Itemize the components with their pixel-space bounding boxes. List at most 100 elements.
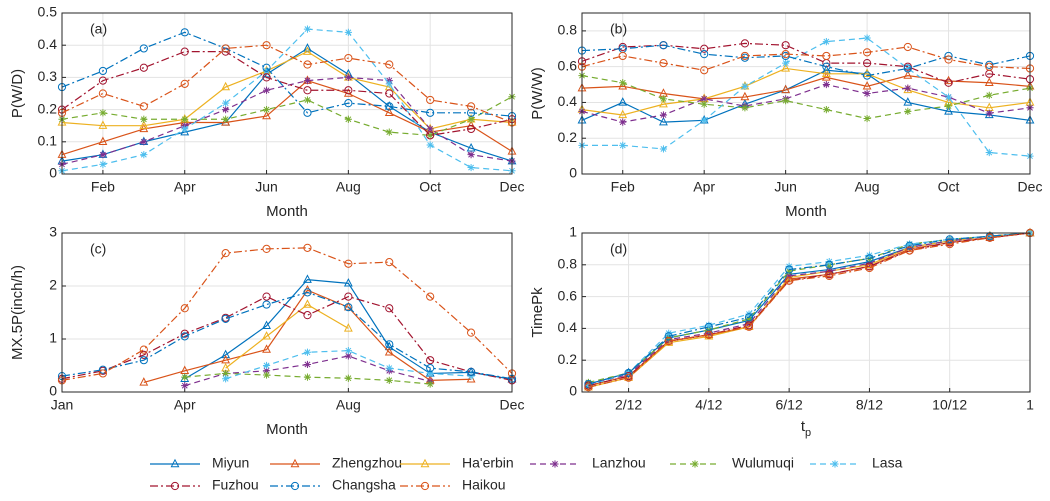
data-point: [98, 66, 108, 76]
data-point: [180, 332, 189, 341]
y-tick-label: 0: [569, 165, 577, 181]
panel-label: (c): [90, 241, 106, 257]
legend-label: Ha'erbin: [462, 455, 514, 471]
data-point: [262, 300, 271, 309]
data-point: [181, 373, 189, 381]
data-point: [385, 80, 393, 88]
data-point: [222, 375, 230, 383]
data-point: [426, 364, 435, 373]
data-point: [57, 108, 67, 117]
x-tick-label: Apr: [693, 179, 715, 195]
data-point: [945, 235, 954, 244]
data-point: [139, 120, 149, 129]
series-line: [61, 28, 513, 172]
data-point: [262, 41, 271, 50]
data-point: [822, 62, 831, 71]
data-point: [862, 81, 872, 90]
data-point: [384, 107, 394, 117]
data-point: [303, 60, 312, 69]
data-point: [303, 46, 312, 55]
y-tick-label: 2: [49, 277, 57, 293]
data-point: [466, 124, 476, 134]
data-point: [781, 41, 790, 50]
data-point: [181, 125, 189, 133]
data-point: [303, 25, 312, 33]
series-line: [581, 83, 1031, 123]
data-point: [344, 292, 353, 301]
data-point: [262, 73, 271, 82]
data-point: [426, 131, 435, 140]
data-point: [262, 344, 271, 353]
data-point: [740, 91, 750, 101]
data-point: [99, 151, 107, 159]
data-point: [467, 163, 475, 172]
data-point: [384, 341, 394, 351]
data-point: [98, 136, 108, 145]
data-point: [659, 58, 668, 68]
data-point: [822, 38, 830, 46]
data-point: [863, 114, 871, 123]
data-point: [863, 34, 871, 42]
data-point: [984, 109, 994, 119]
data-point: [344, 352, 352, 360]
x-tick-label: Jun: [255, 179, 278, 195]
data-point: [944, 93, 953, 101]
series-line: [61, 79, 513, 156]
x-tick-label: Feb: [611, 179, 635, 195]
data-point: [221, 44, 230, 53]
y-tick-label: 0.3: [38, 68, 58, 84]
legend-marker: [420, 481, 430, 491]
data-point: [619, 141, 627, 149]
data-point: [344, 99, 353, 108]
legend-label: Wulumuqi: [732, 455, 794, 471]
axes-frame: [581, 12, 1031, 175]
data-point: [785, 272, 793, 280]
data-point: [785, 267, 793, 275]
data-point: [467, 151, 475, 159]
data-point: [1025, 51, 1035, 61]
data-point: [180, 329, 189, 338]
data-point: [507, 111, 517, 121]
data-point: [262, 63, 271, 72]
series-line: [184, 279, 513, 380]
data-point: [303, 108, 312, 117]
data-point: [507, 115, 517, 124]
data-point: [303, 299, 312, 308]
data-point: [467, 372, 475, 380]
x-tick-label: Oct: [938, 179, 960, 195]
data-point: [426, 380, 434, 388]
y-tick-label: 0.8: [558, 256, 578, 272]
data-point: [139, 63, 148, 72]
data-point: [741, 82, 749, 90]
legend-label: Changsha: [332, 477, 396, 493]
data-point: [384, 346, 394, 356]
data-point: [139, 356, 148, 365]
data-point: [741, 104, 749, 112]
data-point: [822, 51, 831, 61]
y-tick-label: 0.6: [558, 287, 578, 303]
y-axis-label: MX.5P(inch/h): [9, 265, 26, 360]
data-point: [744, 322, 754, 331]
data-point: [139, 377, 149, 386]
data-point: [700, 66, 709, 75]
data-point: [466, 142, 476, 152]
y-tick-label: 0.4: [558, 93, 578, 109]
data-point: [98, 76, 108, 85]
data-point: [140, 151, 148, 159]
data-point: [619, 79, 627, 87]
data-point: [700, 116, 708, 124]
data-point: [344, 28, 352, 36]
data-point: [903, 64, 912, 73]
data-point: [344, 86, 353, 95]
x-tick-label: Oct: [419, 179, 441, 195]
data-point: [781, 63, 791, 72]
data-point: [903, 70, 913, 79]
data-point: [903, 42, 912, 52]
data-point: [344, 259, 353, 268]
data-point: [344, 53, 353, 63]
data-point: [57, 105, 67, 114]
data-point: [1025, 64, 1035, 73]
y-tick-label: 0: [49, 165, 57, 181]
x-tick-label: Aug: [336, 179, 361, 195]
data-point: [262, 86, 271, 94]
